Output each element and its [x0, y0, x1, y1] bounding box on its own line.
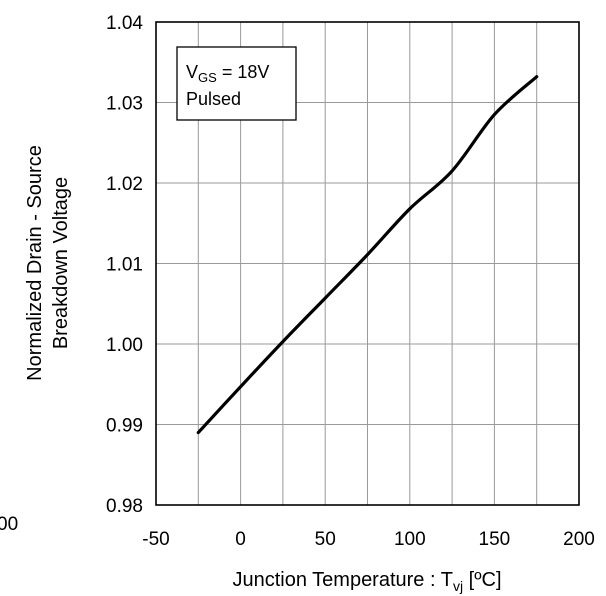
plot-area — [155, 21, 580, 506]
legend-box — [176, 46, 297, 121]
y-tick-labels: 0.98 0.99 1.00 1.01 1.02 1.03 1.04 — [106, 13, 143, 517]
legend-line-2: Pulsed — [186, 89, 241, 109]
x-tick-label: -50 — [142, 529, 169, 550]
y-tick-label: 0.99 — [106, 416, 143, 437]
y-tick-label: 1.04 — [106, 13, 143, 34]
y-axis-label-line-2: Breakdown Voltage — [50, 177, 72, 349]
y-tick-label: 0.98 — [106, 496, 143, 517]
series-line — [196, 75, 539, 435]
x-tick-label: 100 — [394, 529, 426, 550]
y-axis-label-line-1: Normalized Drain - Source — [24, 145, 46, 381]
x-tick-label: 200 — [563, 529, 595, 550]
x-tick-label: 50 — [315, 529, 336, 550]
x-tick-labels: -50 0 50 100 150 200 — [142, 529, 595, 550]
y-tick-label: 1.00 — [106, 335, 143, 356]
x-tick-label: 0 — [235, 529, 246, 550]
legend-line-1: VGS = 18V — [186, 62, 269, 85]
y-tick-label: 1.03 — [106, 94, 143, 115]
x-tick-label: 150 — [479, 529, 511, 550]
y-tick-label: 1.02 — [106, 174, 143, 195]
y-tick-label: 1.01 — [106, 255, 143, 276]
clipped-label-fragment: 00 — [0, 514, 18, 535]
x-axis-label: Junction Temperature : Tvj [ºC] — [232, 569, 501, 594]
legend: VGS = 18V Pulsed — [176, 46, 297, 121]
